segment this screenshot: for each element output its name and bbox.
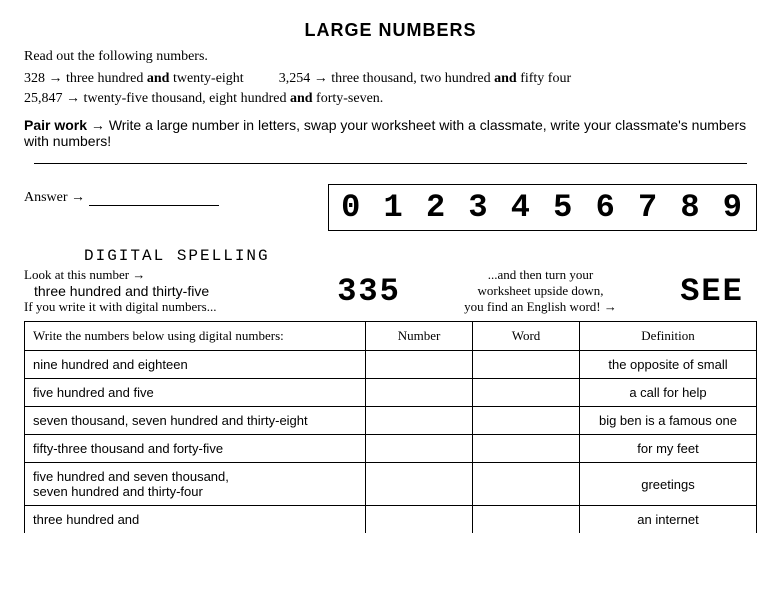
- header-number: Number: [366, 322, 473, 351]
- table-row: five hundred and seven thousand, seven h…: [25, 463, 757, 506]
- ex2-text-a: three thousand, two hundred: [331, 71, 494, 86]
- cell-word[interactable]: [473, 351, 580, 379]
- arrow-icon: →: [91, 117, 109, 133]
- ex3-text-a: twenty-five thousand, eight hundred: [84, 91, 290, 106]
- cell-definition: for my feet: [580, 435, 757, 463]
- table-header-row: Write the numbers below using digital nu…: [25, 322, 757, 351]
- cell-word[interactable]: [473, 463, 580, 506]
- cell-definition: greetings: [580, 463, 757, 506]
- digital-spelling-table: Write the numbers below using digital nu…: [24, 321, 757, 533]
- digital-spelling-heading: DIGITAL SPELLING: [84, 247, 757, 265]
- cell-prompt: nine hundred and eighteen: [25, 351, 366, 379]
- ex2-number: 3,254: [279, 71, 311, 86]
- table-row: fifty-three thousand and forty-five for …: [25, 435, 757, 463]
- answer-blank[interactable]: [89, 191, 219, 206]
- pairwork-label: Pair work: [24, 117, 87, 133]
- cell-number[interactable]: [366, 435, 473, 463]
- table-row: five hundred and five a call for help: [25, 379, 757, 407]
- cell-prompt: fifty-three thousand and forty-five: [25, 435, 366, 463]
- arrow-icon: →: [314, 71, 332, 86]
- cell-number[interactable]: [366, 379, 473, 407]
- ds-335-words: three hundred and thirty-five: [34, 283, 324, 299]
- pairwork-text: Write a large number in letters, swap yo…: [24, 117, 746, 149]
- cell-number[interactable]: [366, 463, 473, 506]
- cell-prompt: three hundred and: [25, 506, 366, 534]
- digit-reference-box: 0 1 2 3 4 5 6 7 8 9: [328, 184, 757, 231]
- cell-prompt: five hundred and five: [25, 379, 366, 407]
- ds-write-digits: If you write it with digital numbers...: [24, 299, 324, 315]
- cell-definition: a call for help: [580, 379, 757, 407]
- header-word: Word: [473, 322, 580, 351]
- table-row: seven thousand, seven hundred and thirty…: [25, 407, 757, 435]
- ds-335-digits: 335: [324, 273, 414, 310]
- ex3-and: and: [290, 91, 313, 106]
- ex1-number: 328: [24, 71, 45, 86]
- cell-word[interactable]: [473, 379, 580, 407]
- ex1-text-a: three hundred: [66, 71, 147, 86]
- cell-word[interactable]: [473, 506, 580, 534]
- page-title: LARGE NUMBERS: [24, 20, 757, 41]
- table-row: nine hundred and eighteen the opposite o…: [25, 351, 757, 379]
- ex3-text-b: forty-seven.: [313, 91, 384, 106]
- cell-prompt: seven thousand, seven hundred and thirty…: [25, 407, 366, 435]
- cell-word[interactable]: [473, 435, 580, 463]
- cell-number[interactable]: [366, 506, 473, 534]
- cell-number[interactable]: [366, 407, 473, 435]
- ds-turn-c: you find an English word! →: [414, 299, 667, 315]
- ex1-and: and: [147, 71, 170, 86]
- ex1-text-b: twenty-eight: [169, 71, 243, 86]
- cell-definition: big ben is a famous one: [580, 407, 757, 435]
- cell-number[interactable]: [366, 351, 473, 379]
- answer-label: Answer: [24, 190, 68, 205]
- cell-prompt: five hundred and seven thousand, seven h…: [25, 463, 366, 506]
- example-row-1: 328 → three hundred and twenty-eight 3,2…: [24, 71, 757, 87]
- header-definition: Definition: [580, 322, 757, 351]
- arrow-icon: →: [66, 91, 84, 106]
- cell-definition: an internet: [580, 506, 757, 534]
- ds-look-text: Look at this number →: [24, 267, 324, 283]
- ds-see-word: SEE: [667, 273, 757, 310]
- cell-definition: the opposite of small: [580, 351, 757, 379]
- pairwork-section: Pair work → Write a large number in lett…: [24, 117, 757, 149]
- ex3-number: 25,847: [24, 91, 63, 106]
- answer-row: Answer → 0 1 2 3 4 5 6 7 8 9: [24, 184, 757, 231]
- ex2-and: and: [494, 71, 517, 86]
- ds-turn-a: ...and then turn your: [414, 267, 667, 283]
- divider-line: [34, 163, 747, 164]
- header-prompt: Write the numbers below using digital nu…: [25, 322, 366, 351]
- arrow-icon: →: [49, 71, 67, 86]
- arrow-icon: →: [71, 190, 89, 205]
- cell-word[interactable]: [473, 407, 580, 435]
- example-row-2: 25,847 → twenty-five thousand, eight hun…: [24, 91, 757, 107]
- ex2-text-b: fifty four: [517, 71, 571, 86]
- intro-text: Read out the following numbers.: [24, 49, 757, 65]
- ds-turn-b: worksheet upside down,: [414, 283, 667, 299]
- table-row: three hundred and an internet: [25, 506, 757, 534]
- digital-spelling-row: Look at this number → three hundred and …: [24, 267, 757, 315]
